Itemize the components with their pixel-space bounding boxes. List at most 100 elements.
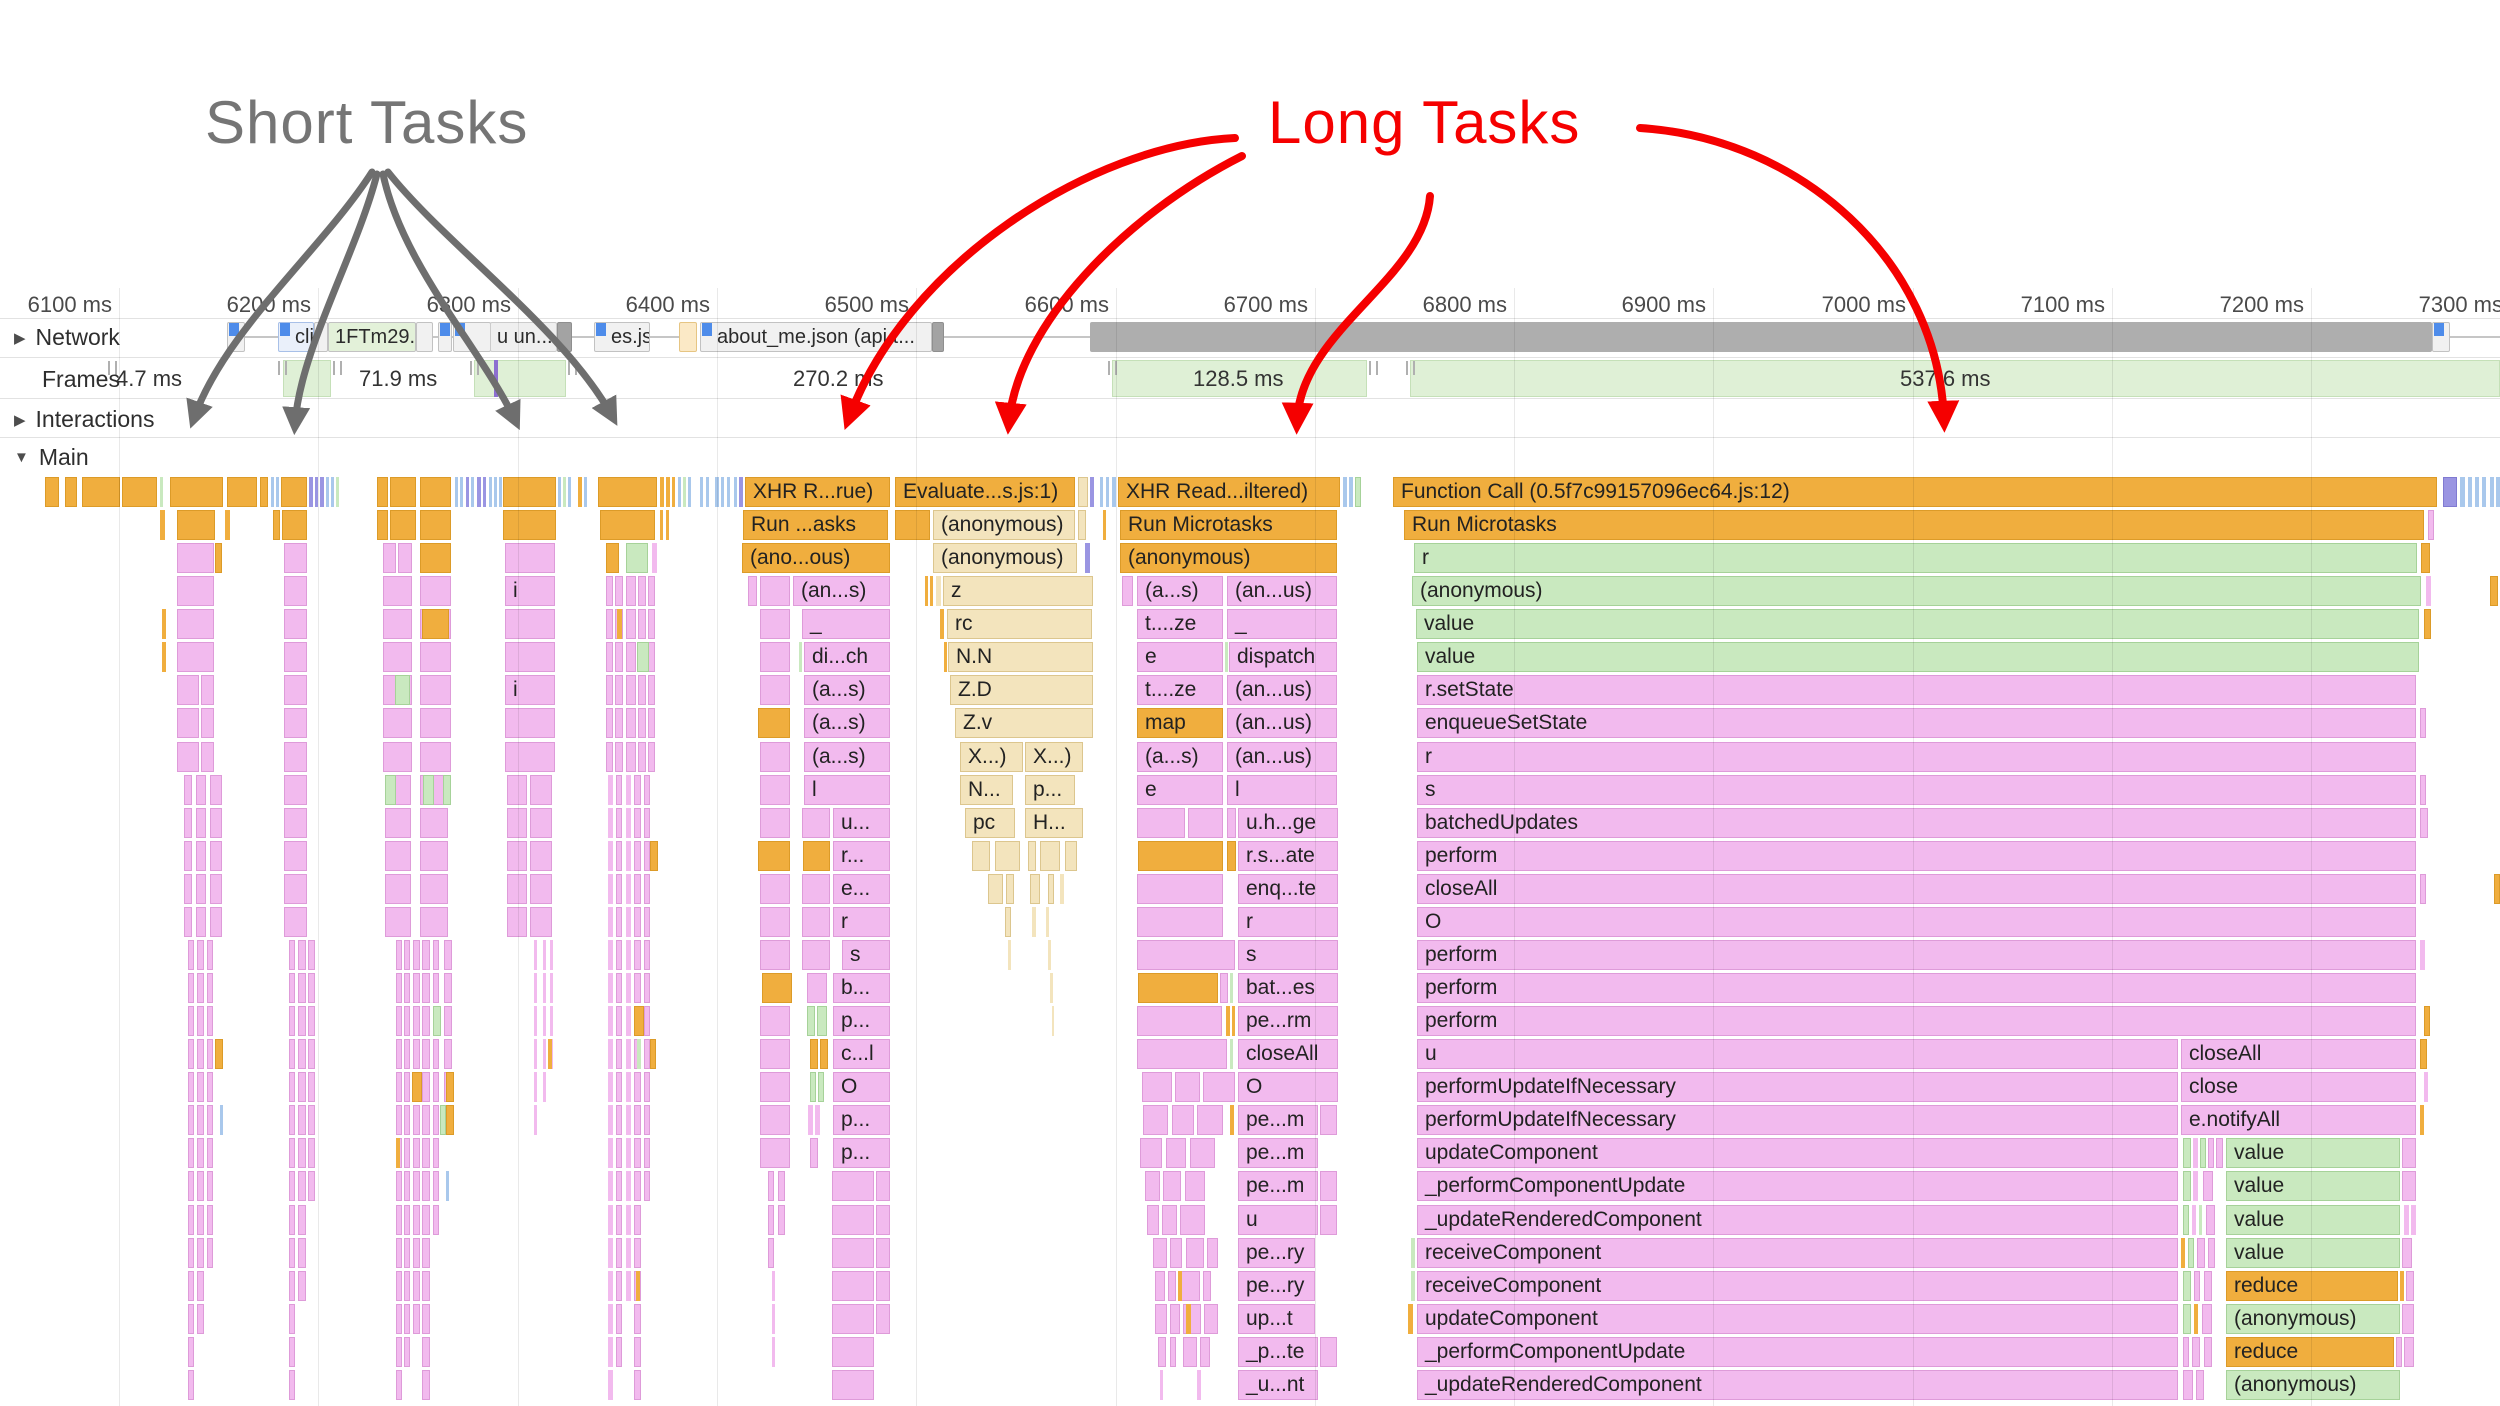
flame-sliver[interactable] [534,1006,537,1037]
network-request[interactable]: 1FTm29. [328,322,416,352]
flame-sliver[interactable] [543,1006,546,1037]
flame-sliver[interactable] [207,973,213,1004]
flame-sliver[interactable] [1163,1171,1181,1202]
flame-sliver[interactable] [644,840,650,871]
flame-sliver[interactable] [284,807,307,838]
flame-sliver[interactable] [298,939,306,970]
flame-sliver[interactable] [1155,1270,1165,1301]
flame-block[interactable]: p... [833,1138,890,1169]
flame-sliver[interactable] [626,1039,631,1070]
flame-sliver[interactable] [1142,1072,1172,1103]
flame-block[interactable]: p... [833,1006,890,1037]
flame-sliver[interactable] [2424,1006,2430,1037]
flame-sliver[interactable] [383,609,412,640]
flame-block[interactable]: (a...s) [1137,576,1223,607]
flame-sliver[interactable] [2204,1270,2212,1301]
flame-sliver[interactable] [600,510,655,541]
flame-sliver[interactable] [876,1237,890,1268]
flame-block[interactable]: u [1238,1204,1318,1235]
flame-sliver[interactable] [760,1138,790,1169]
flame-sliver[interactable] [626,1171,631,1202]
flame-sliver[interactable] [672,477,675,507]
flame-block[interactable]: X...) [1025,741,1083,772]
flame-sliver[interactable] [466,477,469,507]
flame-sliver[interactable] [608,1072,613,1103]
flame-sliver[interactable] [637,1039,641,1070]
flame-sliver[interactable] [197,1105,204,1136]
flame-sliver[interactable] [284,576,307,607]
flame-sliver[interactable] [1343,477,1347,507]
flame-sliver[interactable] [648,576,655,607]
flame-block[interactable]: enq...te [1238,873,1338,904]
flame-sliver[interactable] [2428,510,2434,541]
flame-sliver[interactable] [413,1105,420,1136]
flame-sliver[interactable] [2420,807,2428,838]
flame-sliver[interactable] [422,1039,430,1070]
flame-sliver[interactable] [1106,477,1109,507]
flame-sliver[interactable] [383,642,412,673]
flame-sliver[interactable] [760,1072,790,1103]
flame-sliver[interactable] [644,1006,650,1037]
flame-sliver[interactable] [404,1105,410,1136]
flame-sliver[interactable] [634,973,641,1004]
flame-sliver[interactable] [227,477,257,507]
flame-sliver[interactable] [615,642,623,673]
flame-block[interactable]: Evaluate...s.js:1) [895,477,1075,507]
flame-sliver[interactable] [2183,1303,2191,1334]
flame-sliver[interactable] [2402,1171,2416,1202]
flame-sliver[interactable] [207,1237,213,1268]
flame-sliver[interactable] [1138,840,1223,871]
flame-sliver[interactable] [608,1105,613,1136]
frame-block[interactable] [1410,360,2500,397]
flame-sliver[interactable] [197,1237,204,1268]
flame-sliver[interactable] [503,477,556,507]
flame-block[interactable]: value [2226,1204,2400,1235]
flame-sliver[interactable] [201,675,214,706]
flame-sliver[interactable] [626,543,648,574]
flame-sliver[interactable] [284,906,307,937]
flame-sliver[interactable] [65,477,77,507]
flame-sliver[interactable] [608,1039,613,1070]
flame-sliver[interactable] [315,477,318,507]
flame-sliver[interactable] [606,675,613,706]
flame-block[interactable]: batchedUpdates [1417,807,2416,838]
flame-block[interactable]: Function Call (0.5f7c99157096ec64.js:12) [1393,477,2437,507]
flame-sliver[interactable] [207,1204,213,1235]
flame-sliver[interactable] [404,1138,410,1169]
flame-sliver[interactable] [608,873,613,904]
flame-sliver[interactable] [2490,576,2498,607]
flame-sliver[interactable] [650,1039,656,1070]
flame-sliver[interactable] [1143,1105,1168,1136]
flame-sliver[interactable] [1227,840,1236,871]
flame-sliver[interactable] [650,840,658,871]
flame-sliver[interactable] [197,939,204,970]
flame-sliver[interactable] [760,774,790,805]
flame-sliver[interactable] [648,609,655,640]
flame-sliver[interactable] [2194,1270,2200,1301]
flame-sliver[interactable] [1200,1336,1210,1367]
flame-sliver[interactable] [390,510,416,541]
flame-sliver[interactable] [422,1237,430,1268]
flame-sliver[interactable] [638,609,646,640]
flame-sliver[interactable] [2208,1138,2214,1169]
flame-sliver[interactable] [820,1039,828,1070]
flame-sliver[interactable] [396,1303,402,1334]
flame-sliver[interactable] [289,1369,295,1400]
flame-block[interactable]: O [833,1072,890,1103]
flame-sliver[interactable] [634,873,641,904]
flame-sliver[interactable] [634,1237,641,1268]
flame-sliver[interactable] [626,708,636,739]
flame-sliver[interactable] [1197,1369,1201,1400]
flame-sliver[interactable] [2200,1138,2206,1169]
flame-sliver[interactable] [634,1171,641,1202]
flame-sliver[interactable] [660,477,664,507]
flame-sliver[interactable] [2183,1171,2191,1202]
flame-sliver[interactable] [422,1336,430,1367]
flame-sliver[interactable] [1090,477,1094,507]
flame-sliver[interactable] [188,1105,194,1136]
flame-sliver[interactable] [1085,543,1090,574]
flame-sliver[interactable] [634,1303,641,1334]
flame-block[interactable]: updateComponent [1417,1138,2178,1169]
flame-sliver[interactable] [608,973,613,1004]
flame-sliver[interactable] [1005,906,1011,937]
